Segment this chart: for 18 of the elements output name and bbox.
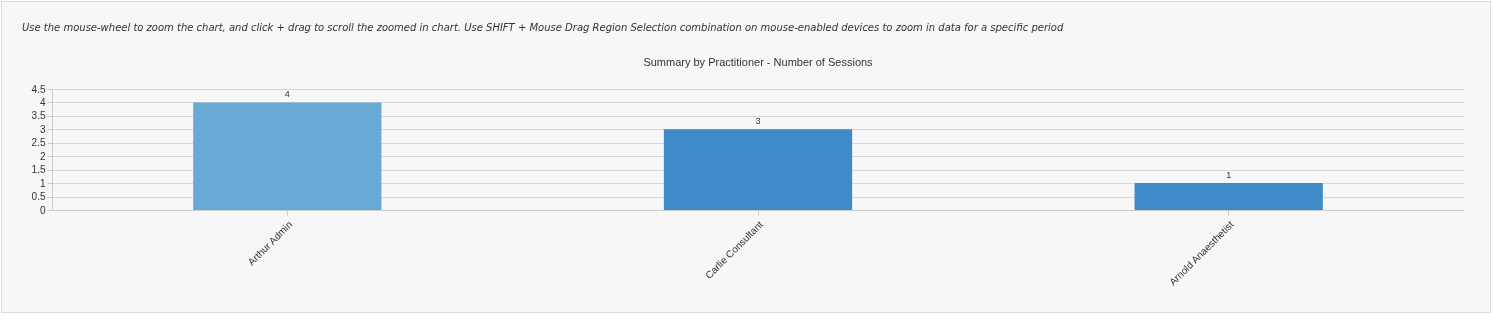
y-tick-label: 4: [39, 96, 46, 108]
y-tick-label: 3.5: [31, 110, 46, 122]
y-tick-label: 2: [39, 150, 46, 162]
y-tick-label: 0: [39, 204, 46, 216]
data-label: 3: [755, 116, 761, 127]
y-tick-label: 2.5: [31, 137, 46, 149]
data-label: 4: [284, 89, 290, 100]
data-label: 1: [1226, 170, 1232, 181]
y-tick-label: 3: [39, 123, 46, 135]
bar: [193, 102, 382, 210]
y-tick-label: 1: [39, 177, 46, 189]
chart-title: Summary by Practitioner - Number of Sessions: [643, 56, 874, 68]
text: Use the mouse-wheel to zoom the chart, and click + drag to scroll the zoomed in chart. Use SHIFT + Mouse Drag Region Selection combination on mouse-enabled devices to zoom in data for a specific period: [22, 22, 1064, 33]
y-tick-label: 1.5: [31, 164, 46, 176]
y-tick-label: 4.5: [31, 83, 46, 95]
bar: [663, 129, 853, 210]
y-tick-label: 0.5: [31, 191, 46, 203]
bar: [1134, 183, 1323, 210]
